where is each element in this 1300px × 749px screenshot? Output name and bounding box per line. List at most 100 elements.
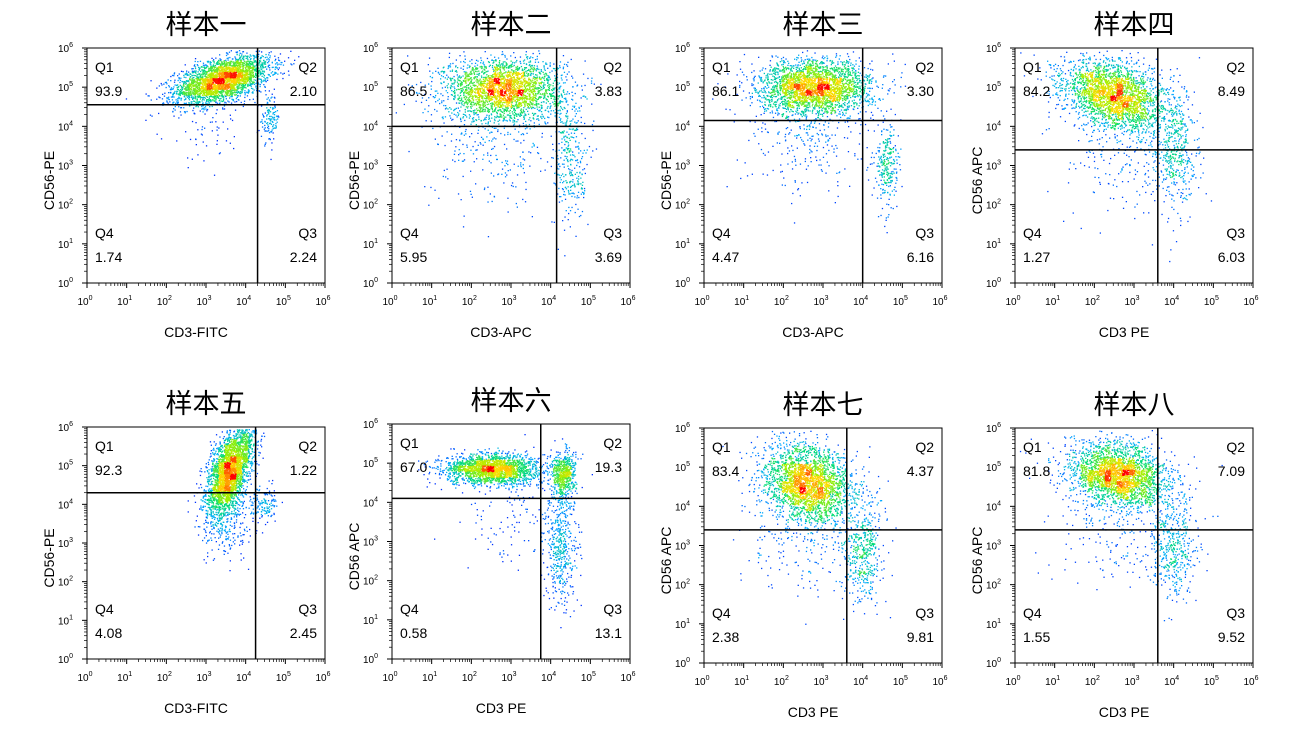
event-dot xyxy=(186,71,187,72)
event-dot xyxy=(180,111,181,112)
event-dot xyxy=(249,57,250,58)
event-dot xyxy=(202,69,203,70)
event-dot xyxy=(218,94,219,95)
event-dot xyxy=(251,86,252,87)
event-dot xyxy=(206,94,207,95)
event-dot xyxy=(176,91,177,92)
event-dot xyxy=(221,61,222,62)
event-dot xyxy=(240,95,241,96)
event-dot xyxy=(233,86,234,87)
event-dot xyxy=(232,65,233,66)
event-dot xyxy=(207,77,208,78)
event-dot xyxy=(184,77,185,78)
event-dot xyxy=(172,75,173,76)
event-dot xyxy=(183,107,184,108)
event-dot xyxy=(182,89,183,90)
event-dot xyxy=(174,82,175,83)
event-dot xyxy=(203,108,204,109)
event-dot xyxy=(238,95,239,96)
event-dot xyxy=(172,89,173,90)
event-dot xyxy=(266,57,267,58)
event-dot xyxy=(227,58,228,59)
event-dot xyxy=(209,96,210,97)
event-dot xyxy=(290,51,291,52)
event-dot xyxy=(275,59,276,60)
event-dot xyxy=(187,81,188,82)
event-dot xyxy=(186,111,187,112)
event-dot xyxy=(227,64,228,65)
event-dot xyxy=(204,83,205,84)
event-dot xyxy=(248,66,249,67)
event-dot xyxy=(176,85,177,86)
event-dot xyxy=(230,63,231,64)
event-dot xyxy=(272,71,273,72)
event-dot xyxy=(265,90,266,91)
event-dot xyxy=(239,84,240,85)
event-dot xyxy=(207,65,208,66)
event-dot xyxy=(267,80,268,81)
event-dot xyxy=(273,67,274,68)
event-dot xyxy=(186,94,187,95)
event-dot xyxy=(236,52,237,53)
event-dot xyxy=(226,52,227,53)
event-dot xyxy=(227,100,228,101)
event-dot xyxy=(167,101,168,102)
event-dot xyxy=(178,106,179,107)
event-dot xyxy=(184,96,185,97)
event-dot xyxy=(255,77,256,78)
event-dot xyxy=(213,82,214,83)
event-dot xyxy=(211,88,212,89)
event-dot xyxy=(298,56,299,57)
event-dot xyxy=(261,80,262,81)
event-dot xyxy=(242,74,243,75)
event-dot xyxy=(243,106,244,107)
event-dot xyxy=(225,86,226,87)
event-dot xyxy=(220,88,221,89)
event-dot xyxy=(193,68,194,69)
event-dot xyxy=(241,80,242,81)
event-dot xyxy=(241,53,242,54)
event-dot xyxy=(224,66,225,67)
event-dot xyxy=(264,63,265,64)
event-dot xyxy=(222,90,223,91)
event-dot xyxy=(263,56,264,57)
event-dot xyxy=(265,57,266,58)
event-dot xyxy=(182,81,183,82)
event-dot xyxy=(208,70,209,71)
event-dot xyxy=(195,61,196,62)
event-dot xyxy=(221,69,222,70)
event-dot xyxy=(202,99,203,100)
event-dot xyxy=(213,79,214,80)
event-dot xyxy=(256,51,257,52)
event-dot xyxy=(284,73,285,74)
event-dot xyxy=(268,66,269,67)
event-dot xyxy=(255,86,256,87)
event-dot xyxy=(188,75,189,76)
event-dot xyxy=(197,94,198,95)
event-dot xyxy=(126,98,127,99)
event-dot xyxy=(190,91,191,92)
event-dot xyxy=(255,80,256,81)
event-dot xyxy=(225,65,226,66)
event-dot xyxy=(233,90,234,91)
event-dot xyxy=(276,62,277,63)
event-dot xyxy=(268,61,269,62)
event-dot xyxy=(225,83,226,84)
event-dot xyxy=(263,67,264,68)
event-dot xyxy=(211,72,212,73)
event-dot xyxy=(146,93,147,94)
event-dot xyxy=(236,98,237,99)
event-dot xyxy=(192,96,193,97)
event-dot xyxy=(224,108,225,109)
event-dot xyxy=(207,83,208,84)
event-dot xyxy=(242,75,243,76)
event-dot xyxy=(275,69,276,70)
event-dot xyxy=(222,64,223,65)
event-dot xyxy=(238,71,239,72)
event-dot xyxy=(228,78,229,79)
event-dot xyxy=(205,74,206,75)
event-dot xyxy=(184,111,185,112)
event-dot xyxy=(200,110,201,111)
event-dot xyxy=(249,64,250,65)
